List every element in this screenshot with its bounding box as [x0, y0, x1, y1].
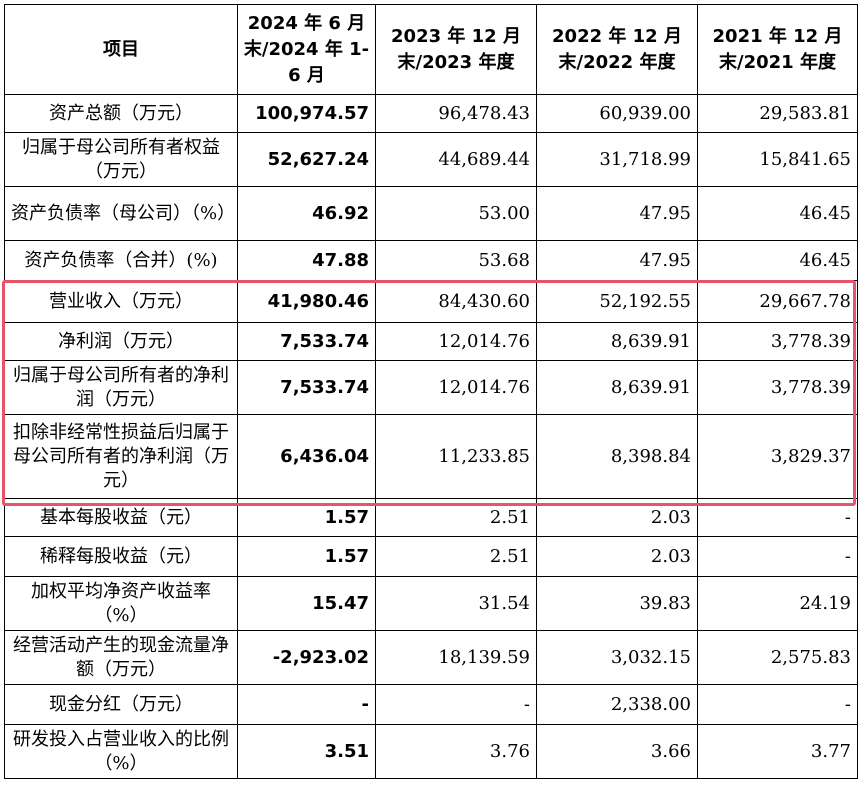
cell-2024: 47.88 — [237, 240, 376, 281]
cell-2022: 2,338.00 — [536, 684, 698, 725]
table-row: 营业收入（万元） 41,980.46 84,430.60 52,192.55 2… — [4, 280, 858, 323]
row-label: 归属于母公司所有者权益（万元） — [4, 132, 238, 187]
row-label: 净利润（万元） — [4, 322, 238, 361]
cell-2021: 3,778.39 — [697, 322, 858, 361]
table-row: 基本每股收益（元） 1.57 2.51 2.03 - — [4, 498, 858, 537]
cell-2024: 52,627.24 — [237, 132, 376, 187]
cell-2024: 1.57 — [237, 498, 376, 537]
row-label: 研发投入占营业收入的比例（%） — [4, 724, 238, 779]
cell-2021: 3,829.37 — [697, 414, 858, 499]
cell-2022: 3.66 — [536, 724, 698, 779]
cell-2024: 6,436.04 — [237, 414, 376, 499]
table-row: 经营活动产生的现金流量净额（万元） -2,923.02 18,139.59 3,… — [4, 630, 858, 685]
cell-2023: 2.51 — [375, 498, 537, 537]
cell-2022: 8,398.84 — [536, 414, 698, 499]
row-label: 资产负债率（母公司）（%） — [4, 186, 238, 241]
cell-2022: 2.03 — [536, 498, 698, 537]
header-2021: 2021 年 12 月末/2021 年度 — [697, 4, 858, 95]
cell-2024: -2,923.02 — [237, 630, 376, 685]
header-row: 项目 2024 年 6 月末/2024 年 1-6 月 2023 年 12 月末… — [4, 4, 858, 95]
table-row: 净利润（万元） 7,533.74 12,014.76 8,639.91 3,77… — [4, 322, 858, 361]
cell-2023: 96,478.43 — [375, 94, 537, 133]
cell-2023: 53.68 — [375, 240, 537, 281]
cell-2022: 2.03 — [536, 536, 698, 577]
cell-2024: 3.51 — [237, 724, 376, 779]
cell-2021: 29,667.78 — [697, 280, 858, 323]
cell-2023: - — [375, 684, 537, 725]
cell-2021: 24.19 — [697, 576, 858, 631]
row-label: 现金分红（万元） — [4, 684, 238, 725]
table-row: 研发投入占营业收入的比例（%） 3.51 3.76 3.66 3.77 — [4, 724, 858, 779]
header-item: 项目 — [4, 4, 238, 95]
cell-2023: 53.00 — [375, 186, 537, 241]
cell-2024: 15.47 — [237, 576, 376, 631]
cell-2023: 44,689.44 — [375, 132, 537, 187]
header-2023: 2023 年 12 月末/2023 年度 — [375, 4, 537, 95]
cell-2021: 29,583.81 — [697, 94, 858, 133]
cell-2022: 52,192.55 — [536, 280, 698, 323]
cell-2021: - — [697, 536, 858, 577]
cell-2024: 7,533.74 — [237, 322, 376, 361]
row-label: 归属于母公司所有者的净利润（万元） — [4, 360, 238, 415]
row-label: 扣除非经常性损益后归属于母公司所有者的净利润（万元） — [4, 414, 238, 499]
cell-2024: 1.57 — [237, 536, 376, 577]
row-label: 资产总额（万元） — [4, 94, 238, 133]
table-row: 资产负债率（合并）(%) 47.88 53.68 47.95 46.45 — [4, 240, 858, 281]
cell-2023: 3.76 — [375, 724, 537, 779]
table-row: 归属于母公司所有者权益（万元） 52,627.24 44,689.44 31,7… — [4, 132, 858, 187]
cell-2023: 84,430.60 — [375, 280, 537, 323]
cell-2022: 47.95 — [536, 240, 698, 281]
row-label: 营业收入（万元） — [4, 280, 238, 323]
cell-2023: 18,139.59 — [375, 630, 537, 685]
cell-2022: 47.95 — [536, 186, 698, 241]
cell-2022: 8,639.91 — [536, 360, 698, 415]
row-label: 资产负债率（合并）(%) — [4, 240, 238, 281]
cell-2021: 46.45 — [697, 240, 858, 281]
table-row: 加权平均净资产收益率（%） 15.47 31.54 39.83 24.19 — [4, 576, 858, 631]
row-label: 稀释每股收益（元） — [4, 536, 238, 577]
cell-2022: 60,939.00 — [536, 94, 698, 133]
cell-2024: 100,974.57 — [237, 94, 376, 133]
cell-2023: 12,014.76 — [375, 360, 537, 415]
cell-2022: 31,718.99 — [536, 132, 698, 187]
cell-2021: - — [697, 684, 858, 725]
cell-2021: 2,575.83 — [697, 630, 858, 685]
cell-2021: 3,778.39 — [697, 360, 858, 415]
cell-2024: 46.92 — [237, 186, 376, 241]
cell-2023: 11,233.85 — [375, 414, 537, 499]
cell-2021: 15,841.65 — [697, 132, 858, 187]
cell-2021: 46.45 — [697, 186, 858, 241]
cell-2024: 7,533.74 — [237, 360, 376, 415]
table-row: 资产负债率（母公司）（%） 46.92 53.00 47.95 46.45 — [4, 186, 858, 241]
table-row: 资产总额（万元） 100,974.57 96,478.43 60,939.00 … — [4, 94, 858, 133]
table-row: 扣除非经常性损益后归属于母公司所有者的净利润（万元） 6,436.04 11,2… — [4, 414, 858, 499]
header-2024: 2024 年 6 月末/2024 年 1-6 月 — [237, 4, 376, 95]
cell-2021: 3.77 — [697, 724, 858, 779]
row-label: 经营活动产生的现金流量净额（万元） — [4, 630, 238, 685]
cell-2024: - — [237, 684, 376, 725]
table-row: 归属于母公司所有者的净利润（万元） 7,533.74 12,014.76 8,6… — [4, 360, 858, 415]
row-label: 基本每股收益（元） — [4, 498, 238, 537]
cell-2024: 41,980.46 — [237, 280, 376, 323]
row-label: 加权平均净资产收益率（%） — [4, 576, 238, 631]
cell-2023: 12,014.76 — [375, 322, 537, 361]
table-row: 现金分红（万元） - - 2,338.00 - — [4, 684, 858, 725]
cell-2022: 8,639.91 — [536, 322, 698, 361]
cell-2021: - — [697, 498, 858, 537]
cell-2022: 39.83 — [536, 576, 698, 631]
cell-2023: 2.51 — [375, 536, 537, 577]
table-row: 稀释每股收益（元） 1.57 2.51 2.03 - — [4, 536, 858, 577]
financial-data-table: 项目 2024 年 6 月末/2024 年 1-6 月 2023 年 12 月末… — [4, 4, 858, 779]
cell-2022: 3,032.15 — [536, 630, 698, 685]
header-2022: 2022 年 12 月末/2022 年度 — [536, 4, 698, 95]
cell-2023: 31.54 — [375, 576, 537, 631]
